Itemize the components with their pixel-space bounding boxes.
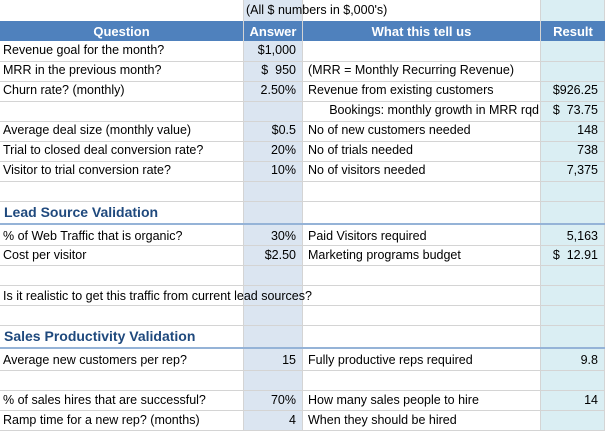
question-cell[interactable]: Trial to closed deal conversion rate? (3, 143, 204, 157)
gridline (0, 141, 605, 142)
answer-column-shading (244, 0, 302, 431)
gridline (0, 370, 605, 371)
gridline (0, 121, 605, 122)
question-cell[interactable]: Revenue goal for the month? (3, 43, 165, 57)
section-divider (0, 223, 605, 225)
result-cell[interactable]: 7,375 (566, 163, 598, 177)
gridline (0, 81, 605, 82)
units-note: (All $ numbers in $,000's) (246, 3, 388, 17)
header-what-this-tells-us[interactable]: What this tell us (303, 21, 540, 41)
gridline (0, 410, 605, 411)
gridline (0, 285, 605, 286)
meaning-cell[interactable]: Bookings: monthly growth in MRR rqd (329, 103, 539, 117)
meaning-cell[interactable]: Marketing programs budget (308, 248, 461, 262)
question-cell[interactable]: Cost per visitor (3, 248, 87, 262)
result-cell[interactable]: 9.8 (580, 353, 598, 367)
header-question[interactable]: Question (0, 21, 243, 41)
result-cell[interactable]: 14 (584, 393, 598, 407)
question-cell[interactable]: Average deal size (monthly value) (3, 123, 192, 137)
result-cell[interactable]: $ 12.91 (552, 248, 598, 262)
answer-cell[interactable]: $ 950 (261, 63, 296, 77)
gridline (0, 265, 605, 266)
question-cell[interactable]: MRR in the previous month? (3, 63, 162, 77)
meaning-cell[interactable]: No of trials needed (308, 143, 413, 157)
meaning-cell[interactable]: (MRR = Monthly Recurring Revenue) (308, 63, 514, 77)
gridline (0, 161, 605, 162)
answer-cell[interactable]: 2.50% (260, 83, 296, 97)
result-cell[interactable]: $ 73.75 (552, 103, 598, 117)
answer-cell[interactable]: 30% (270, 229, 296, 243)
gridline (0, 390, 605, 391)
gridline (0, 181, 605, 182)
answer-cell[interactable]: 10% (270, 163, 296, 177)
gridline (0, 305, 605, 306)
answer-cell[interactable]: 20% (270, 143, 296, 157)
gridline (302, 0, 303, 431)
gridline (0, 245, 605, 246)
gridline (0, 61, 605, 62)
question-cell[interactable]: % of Web Traffic that is organic? (3, 229, 183, 243)
traffic-realism-question[interactable]: Is it realistic to get this traffic from… (3, 289, 312, 303)
question-cell[interactable]: Visitor to trial conversion rate? (3, 163, 171, 177)
result-cell[interactable]: 5,163 (566, 229, 598, 243)
header-result[interactable]: Result (541, 21, 605, 41)
meaning-cell[interactable]: No of new customers needed (308, 123, 471, 137)
section-title-sales-productivity[interactable]: Sales Productivity Validation (4, 328, 196, 344)
result-cell[interactable]: 148 (577, 123, 598, 137)
answer-cell[interactable]: $1,000 (257, 43, 296, 57)
answer-cell[interactable]: 15 (282, 353, 296, 367)
question-cell[interactable]: Churn rate? (monthly) (3, 83, 125, 97)
answer-cell[interactable]: $2.50 (264, 248, 296, 262)
meaning-cell[interactable]: Fully productive reps required (308, 353, 473, 367)
header-answer[interactable]: Answer (244, 21, 302, 41)
meaning-cell[interactable]: No of visitors needed (308, 163, 426, 177)
gridline (0, 101, 605, 102)
gridline (243, 0, 244, 431)
answer-cell[interactable]: 70% (270, 393, 296, 407)
section-divider (0, 347, 605, 349)
answer-cell[interactable]: 4 (289, 413, 296, 427)
gridline (0, 21, 605, 22)
meaning-cell[interactable]: Revenue from existing customers (308, 83, 494, 97)
gridline (0, 201, 605, 202)
result-column-shading (541, 0, 605, 431)
result-cell[interactable]: 738 (577, 143, 598, 157)
answer-cell[interactable]: $0.5 (271, 123, 296, 137)
meaning-cell[interactable]: How many sales people to hire (308, 393, 479, 407)
result-cell[interactable]: $926.25 (552, 83, 598, 97)
gridline (540, 0, 541, 431)
meaning-cell[interactable]: When they should be hired (308, 413, 457, 427)
question-cell[interactable]: Ramp time for a new rep? (months) (3, 413, 200, 427)
meaning-cell[interactable]: Paid Visitors required (308, 229, 427, 243)
gridline (0, 325, 605, 326)
question-cell[interactable]: Average new customers per rep? (3, 353, 187, 367)
section-title-lead-source[interactable]: Lead Source Validation (4, 204, 159, 220)
question-cell[interactable]: % of sales hires that are successful? (3, 393, 206, 407)
